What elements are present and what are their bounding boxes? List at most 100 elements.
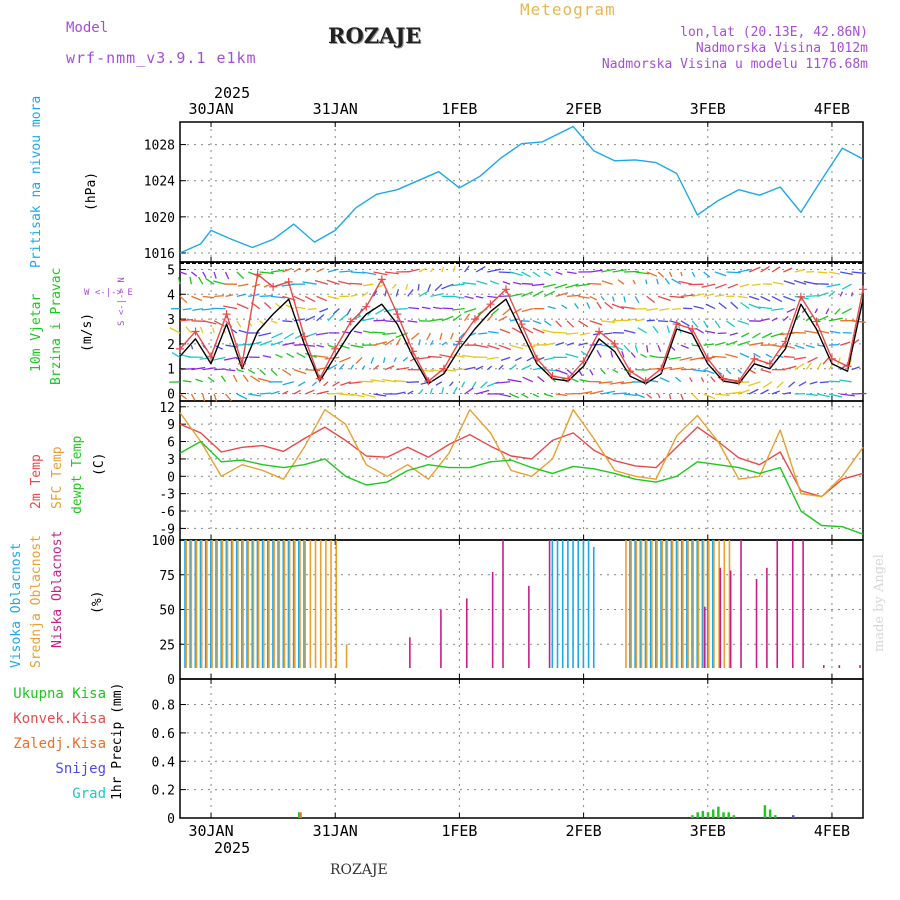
cloud-bar-1 (697, 540, 700, 668)
wind-ytick-label: 5 (167, 263, 175, 278)
lonlat-info: lon,lat (20.13E, 42.86N) (680, 25, 868, 40)
cloud-bar-0 (655, 540, 657, 668)
cloud-bar-2 (766, 567, 768, 668)
cloud-bar-1 (707, 540, 710, 668)
wind-arrow (285, 304, 295, 310)
wind-arrow (191, 295, 203, 302)
model-label: Model (66, 20, 109, 36)
wind-arrow (809, 381, 818, 385)
wind-arrow (798, 381, 807, 387)
wind-arrow (612, 319, 626, 322)
wind-arrow (257, 377, 272, 383)
cloud-bar-0 (251, 540, 254, 668)
wind-arrow (753, 352, 761, 358)
wind-arrow (361, 365, 366, 370)
cloud-bar-0 (184, 540, 186, 668)
wind-arrow (373, 393, 387, 397)
wind-arrow (692, 293, 705, 298)
wind-arrow (513, 281, 522, 285)
cloud-bar-1 (195, 540, 198, 668)
wind-arrow (703, 293, 715, 298)
wind-arrow (748, 388, 759, 395)
wind-arrow (611, 303, 625, 310)
wind-arrow (762, 381, 773, 389)
wind-arrow (725, 353, 738, 359)
cloud-bar-1 (273, 540, 275, 668)
wind-arrow (464, 387, 474, 395)
wind-arrow (418, 356, 431, 360)
wind-arrow (236, 393, 248, 400)
wind-arrow (816, 362, 822, 370)
wind-arrow (338, 280, 351, 285)
wind-arrow (384, 320, 395, 323)
wind-arrow (634, 296, 640, 304)
wind-arrow (486, 365, 493, 371)
wind-arrow (259, 340, 273, 346)
wind-arrow (487, 295, 498, 299)
wind-arrow (373, 319, 386, 322)
cloud-bar-0 (629, 540, 631, 668)
wind-arrow (749, 341, 764, 346)
wind-arrow (502, 281, 511, 285)
wind-arrow (788, 381, 796, 388)
wind-arrow (739, 283, 750, 288)
wind-arrow (657, 344, 662, 352)
wind-gust-marker (393, 310, 402, 319)
wind-arrow (417, 284, 420, 291)
wind-arrow (225, 294, 234, 298)
wind-gust-marker (641, 377, 650, 386)
wind-arrow (600, 295, 605, 301)
wind-arrow (669, 320, 681, 325)
wind-arrow (332, 308, 340, 315)
wind-arrow (714, 393, 730, 397)
wind-arrow (714, 271, 727, 277)
cloud-bar-1 (314, 540, 317, 668)
wind-arrow (825, 308, 830, 315)
wind-arrow (601, 390, 616, 395)
wind-arrow (450, 332, 454, 340)
temperature-frame (179, 400, 864, 541)
wind-arrow (623, 270, 639, 273)
wind-arrow (361, 317, 375, 322)
wind-arrow (646, 295, 656, 303)
wind-arrow (760, 368, 772, 374)
wind-arrow (441, 283, 454, 290)
wind-gust-marker (781, 337, 790, 346)
cloud-label-mid: Srednja Oblacnost (29, 534, 44, 668)
wind-arrow (537, 376, 545, 383)
wind-arrow (646, 319, 655, 322)
cloud-bar-1 (651, 540, 653, 668)
wind-arrow (307, 307, 317, 311)
wind-arrow (521, 291, 534, 298)
precip-bar-0 (722, 812, 725, 818)
wind-arrow (578, 391, 593, 395)
wind-arrow (805, 344, 815, 349)
wind-arrow (532, 327, 545, 334)
wind-arrow (601, 320, 616, 324)
cloud-bar-1 (268, 540, 270, 668)
cloud-bar-2 (802, 540, 804, 668)
wind-arrow (669, 295, 685, 299)
cloud-bar-0 (706, 540, 709, 668)
cloud-bar-0 (210, 540, 212, 668)
wind-arrow (179, 367, 195, 371)
wind-arrow (338, 363, 345, 371)
wind-arrow (828, 393, 843, 398)
wind-arrow (339, 270, 353, 273)
precip-ytick-label: 0.2 (152, 784, 175, 799)
precip-label-total: Ukupna Kisa (13, 686, 106, 702)
wind-arrow (589, 390, 604, 395)
wind-arrow (740, 301, 750, 310)
wind-arrow (514, 356, 522, 362)
temp-label-sfc: SFC Temp (50, 446, 65, 509)
precip-bar-0 (732, 815, 736, 818)
cloud-bar-0 (582, 540, 585, 668)
wind-arrow (304, 315, 316, 322)
cloud-bar-0 (670, 540, 673, 668)
wind-arrow (668, 356, 681, 360)
wind-arrow (566, 294, 581, 298)
cloud-bar-0 (194, 540, 197, 668)
cloud-bar-1 (278, 540, 281, 668)
cloud-bar-0 (246, 540, 248, 668)
